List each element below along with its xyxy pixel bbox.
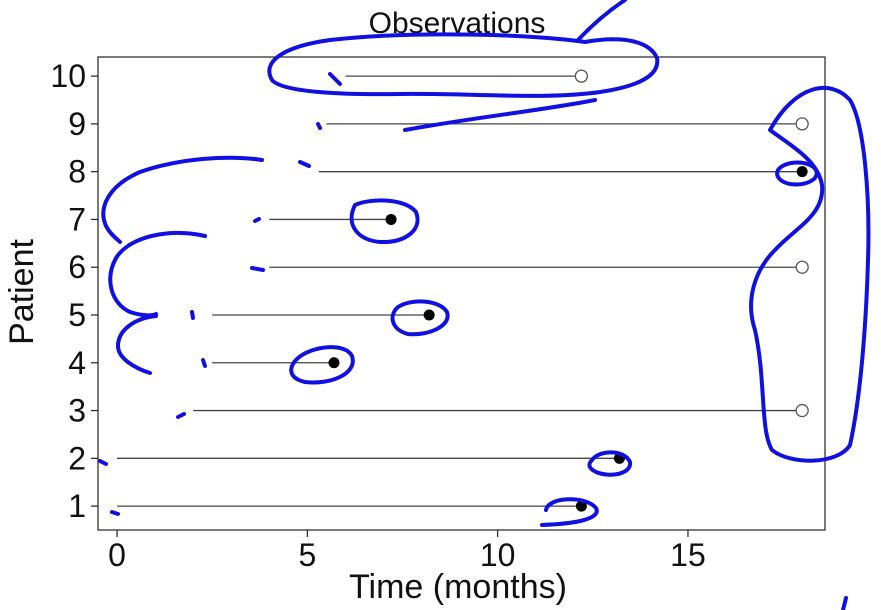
annotation-right-loop — [749, 85, 871, 463]
y-tick-label: 5 — [68, 297, 86, 333]
annotation-dash-4 — [201, 358, 207, 368]
annotation-corner-mark — [841, 596, 848, 610]
y-axis: 1 2 3 4 5 6 7 8 9 10 — [50, 58, 98, 524]
event-point-patient-5 — [423, 309, 435, 321]
annotation-dash-8 — [298, 160, 311, 168]
annotation-left-lower-loop — [116, 314, 158, 375]
y-tick-label: 7 — [68, 201, 86, 237]
annotation-dash-5 — [190, 310, 195, 320]
annotation-tick-patient-10 — [328, 72, 342, 86]
annotation-circle-patient-1 — [540, 497, 599, 527]
y-axis-label: Patient — [3, 239, 41, 345]
annotation-circle-patient-4 — [289, 345, 355, 385]
annotation-circle-patient-10 — [267, 32, 660, 98]
censored-point-patient-10 — [574, 69, 589, 83]
event-point-patient-8 — [796, 166, 808, 178]
annotation-circle-patient-7 — [349, 198, 420, 245]
annotation-dash-3 — [176, 412, 186, 419]
x-tick-label: 0 — [108, 537, 126, 573]
y-tick-label: 10 — [50, 58, 86, 94]
y-tick-label: 3 — [68, 393, 86, 429]
annotation-circle-patient-2 — [587, 450, 632, 477]
annotation-left-upper-loop — [101, 155, 264, 244]
y-tick-label: 2 — [68, 440, 86, 476]
annotation-dash-2 — [98, 459, 108, 466]
x-tick-label: 5 — [298, 537, 316, 573]
observation-marks — [117, 69, 809, 512]
annotation-circle-patient-8 — [775, 160, 819, 187]
x-tick-label: 15 — [670, 537, 706, 573]
y-tick-label: 9 — [68, 106, 86, 142]
blue-annotations — [98, 0, 871, 610]
x-tick-label: 10 — [480, 537, 516, 573]
censored-point-patient-9 — [795, 117, 809, 131]
event-point-patient-4 — [328, 357, 340, 369]
annotation-circle-patient-5 — [390, 299, 450, 337]
y-tick-label: 6 — [68, 249, 86, 285]
event-point-patient-1 — [575, 500, 587, 512]
annotation-left-mid-loop — [108, 230, 207, 318]
annotation-arrow-stroke — [576, 0, 627, 42]
censored-point-patient-3 — [795, 403, 809, 418]
annotation-dash-1 — [110, 510, 120, 516]
plot-area-frame — [97, 56, 826, 531]
x-axis-label: Time (months) — [349, 568, 567, 606]
y-tick-label: 4 — [68, 345, 86, 381]
annotation-dash-7 — [253, 217, 261, 223]
censored-point-patient-6 — [795, 260, 809, 274]
y-tick-label: 1 — [68, 488, 86, 524]
annotation-dash-6 — [250, 266, 265, 272]
event-point-patient-7 — [385, 213, 397, 225]
y-tick-label: 8 — [68, 154, 86, 190]
annotation-arrow-tail — [403, 98, 597, 132]
annotation-dash-9 — [316, 122, 322, 130]
x-axis: 0 5 10 15 — [108, 530, 706, 573]
